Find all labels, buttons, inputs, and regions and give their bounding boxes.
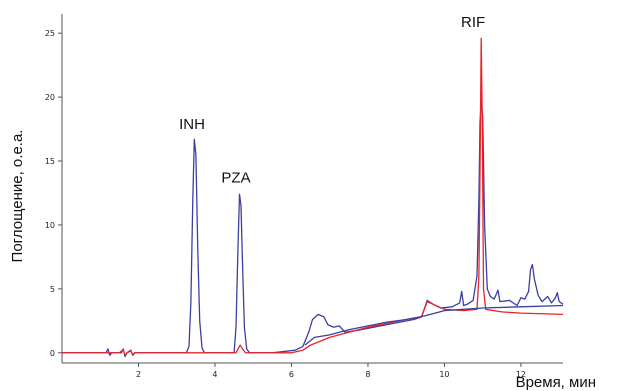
x-axis-title: Время, мин: [516, 374, 596, 391]
x-tick-label: 10: [439, 370, 449, 379]
labels-group: INH PZA RIF Время, мин Поглощение, о.е.а.: [9, 14, 596, 391]
y-tick-label: 5: [50, 285, 55, 294]
y-tick-label: 0: [50, 349, 55, 358]
y-axis-title: Поглощение, о.е.а.: [9, 130, 26, 263]
series-line-2: [62, 37, 564, 356]
series-line-1: [62, 100, 564, 358]
peak-label-rif: RIF: [461, 14, 485, 31]
x-tick-label: 4: [212, 370, 217, 379]
series-group: [62, 37, 564, 358]
y-tick-label: 25: [45, 29, 55, 38]
peak-label-pza: PZA: [221, 170, 250, 187]
x-tick-label: 6: [289, 370, 294, 379]
y-tick-label: 15: [45, 157, 55, 166]
x-tick-label: 12: [516, 370, 526, 379]
series-line-3: [304, 304, 564, 346]
x-tick-label: 8: [365, 370, 370, 379]
x-tick-label: 2: [136, 370, 141, 379]
axes: 0 5 10 15 20 25 2 4 6 8 10 12: [45, 14, 563, 379]
y-tick-label: 20: [45, 93, 55, 102]
peak-label-inh: INH: [179, 116, 205, 133]
y-tick-label: 10: [45, 221, 55, 230]
